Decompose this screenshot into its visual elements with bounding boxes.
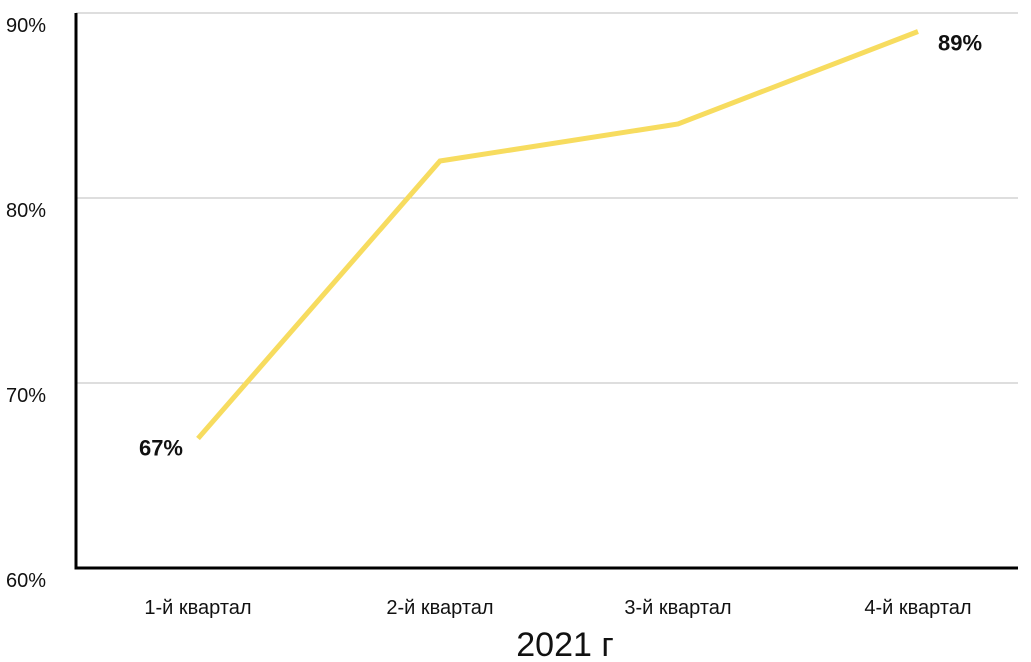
y-tick-label: 80% (6, 200, 46, 222)
y-tick-label: 90% (6, 15, 46, 37)
x-tick-label: 4-й квартал (864, 597, 971, 619)
series-lines (196, 29, 919, 441)
axes (74, 13, 1018, 570)
series-line (196, 29, 919, 441)
y-tick-labels: 60% 70% 80% 90% (6, 15, 46, 592)
data-label: 67% (139, 436, 183, 461)
x-axis-title: 2021 г (516, 626, 613, 662)
gridlines (76, 12, 1018, 384)
x-tick-labels: 1-й квартал 2-й квартал 3-й квартал 4-й ква… (144, 597, 971, 619)
x-tick-label: 3-й квартал (624, 597, 731, 619)
data-labels: 67% 89% (139, 31, 982, 461)
x-tick-label: 1-й квартал (144, 597, 251, 619)
y-tick-label: 60% (6, 570, 46, 592)
x-tick-label: 2-й квартал (386, 597, 493, 619)
y-tick-label: 70% (6, 385, 46, 407)
data-label: 89% (938, 31, 982, 56)
